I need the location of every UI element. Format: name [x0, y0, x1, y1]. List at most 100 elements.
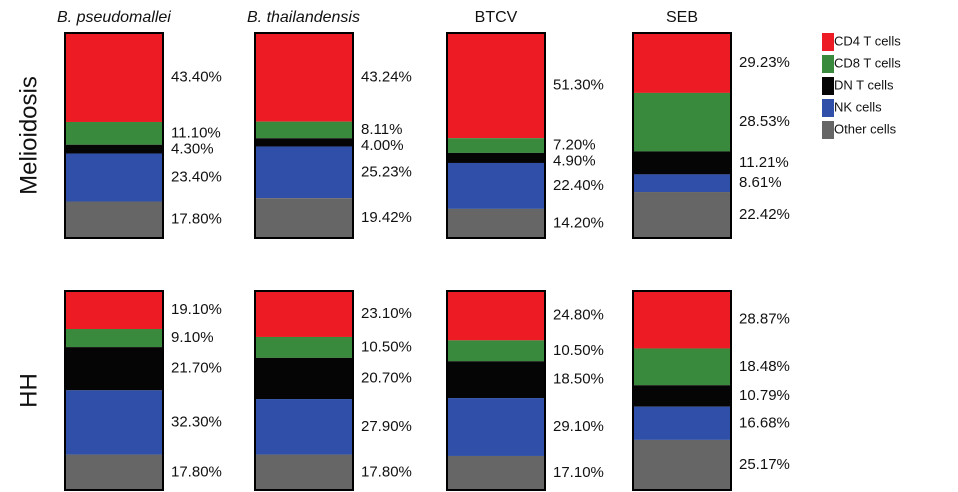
- value-label: 17.80%: [171, 211, 222, 228]
- column-header: B. thailandensis: [247, 9, 360, 26]
- value-label: 24.80%: [553, 307, 604, 324]
- value-label: 8.61%: [739, 174, 782, 191]
- value-label: 22.42%: [739, 206, 790, 223]
- bar-segment: [633, 192, 731, 238]
- bar-segment: [633, 174, 731, 193]
- value-label: 43.40%: [171, 68, 222, 85]
- legend-swatch: [822, 77, 834, 95]
- bar-segment: [633, 291, 731, 349]
- bar-outline: [254, 32, 354, 239]
- value-label: 11.10%: [171, 124, 221, 141]
- legend-swatch: [822, 99, 834, 117]
- column-header: B. pseudomallei: [57, 9, 171, 26]
- value-label: 19.42%: [361, 209, 412, 226]
- value-label: 7.20%: [553, 137, 596, 154]
- bar-segment: [65, 33, 163, 122]
- value-label: 4.30%: [171, 140, 214, 157]
- bar-segment: [255, 399, 353, 455]
- value-label: 17.80%: [361, 463, 412, 480]
- bar-segment: [65, 329, 163, 348]
- bar-segment: [255, 454, 353, 490]
- column-header: SEB: [666, 9, 698, 26]
- bar-segment: [447, 152, 545, 163]
- bar-segment: [65, 144, 163, 154]
- bar-segment: [65, 454, 163, 490]
- bar-segment: [447, 33, 545, 139]
- value-label: 27.90%: [361, 418, 412, 435]
- legend-label: NK cells: [834, 99, 882, 114]
- value-label: 10.50%: [553, 342, 604, 359]
- bar-outline: [64, 32, 164, 239]
- bar-segment: [65, 347, 163, 391]
- bar-outline: [632, 32, 732, 239]
- bar-segment: [255, 336, 353, 358]
- value-label: 28.53%: [739, 113, 790, 130]
- bar-segment: [255, 33, 353, 122]
- bar-outline: [446, 32, 546, 239]
- value-label: 32.30%: [171, 413, 222, 430]
- value-label: 28.87%: [739, 311, 790, 328]
- row-label: HH: [15, 373, 42, 408]
- value-label: 10.79%: [739, 387, 790, 404]
- legend-label: CD8 T cells: [834, 55, 901, 70]
- value-label: 19.10%: [171, 301, 222, 318]
- value-label: 29.23%: [739, 54, 790, 71]
- bar-segment: [633, 439, 731, 490]
- value-label: 17.10%: [553, 464, 604, 481]
- value-label: 25.23%: [361, 163, 412, 180]
- value-label: 43.24%: [361, 68, 412, 85]
- column-header: BTCV: [475, 9, 518, 26]
- value-label: 23.10%: [361, 305, 412, 322]
- bar-segment: [447, 340, 545, 362]
- bar-segment: [633, 385, 731, 407]
- value-label: 17.80%: [171, 463, 222, 480]
- bar-segment: [65, 390, 163, 455]
- bar-segment: [65, 121, 163, 145]
- value-label: 18.50%: [553, 371, 604, 388]
- legend-label: CD4 T cells: [834, 33, 901, 48]
- bar-segment: [255, 357, 353, 400]
- bar-outline: [632, 290, 732, 491]
- legend-label: DN T cells: [834, 77, 894, 92]
- value-label: 51.30%: [553, 77, 604, 94]
- value-label: 25.17%: [739, 456, 790, 473]
- bar-segment: [447, 361, 545, 399]
- value-label: 20.70%: [361, 369, 412, 386]
- bar-segment: [447, 455, 545, 490]
- value-label: 23.40%: [171, 168, 222, 185]
- bar-outline: [254, 290, 354, 491]
- bar-segment: [633, 348, 731, 386]
- bar-segment: [447, 162, 545, 209]
- bar-segment: [255, 146, 353, 199]
- legend-label: Other cells: [834, 121, 897, 136]
- value-label: 11.21%: [739, 154, 789, 171]
- legend-swatch: [822, 121, 834, 139]
- bar-segment: [255, 138, 353, 147]
- bar-segment: [65, 201, 163, 238]
- value-label: 29.10%: [553, 418, 604, 435]
- value-label: 8.11%: [361, 121, 402, 138]
- bar-outline: [64, 290, 164, 491]
- bar-segment: [633, 33, 731, 93]
- bar-segment: [633, 151, 731, 175]
- value-label: 4.00%: [361, 137, 404, 154]
- value-label: 22.40%: [553, 177, 604, 194]
- bar-segment: [633, 92, 731, 152]
- bar-segment: [65, 153, 163, 202]
- value-label: 18.48%: [739, 358, 790, 375]
- bar-segment: [447, 208, 545, 238]
- value-label: 21.70%: [171, 360, 222, 377]
- bar-segment: [255, 121, 353, 139]
- legend-swatch: [822, 55, 834, 73]
- bar-segment: [255, 198, 353, 238]
- bar-segment: [65, 291, 163, 330]
- bar-segment: [447, 138, 545, 153]
- value-label: 14.20%: [553, 214, 604, 231]
- value-label: 9.10%: [171, 329, 214, 346]
- value-label: 4.90%: [553, 153, 596, 170]
- bar-segment: [447, 291, 545, 341]
- value-label: 10.50%: [361, 338, 412, 355]
- bar-segment: [447, 398, 545, 456]
- bar-outline: [446, 290, 546, 491]
